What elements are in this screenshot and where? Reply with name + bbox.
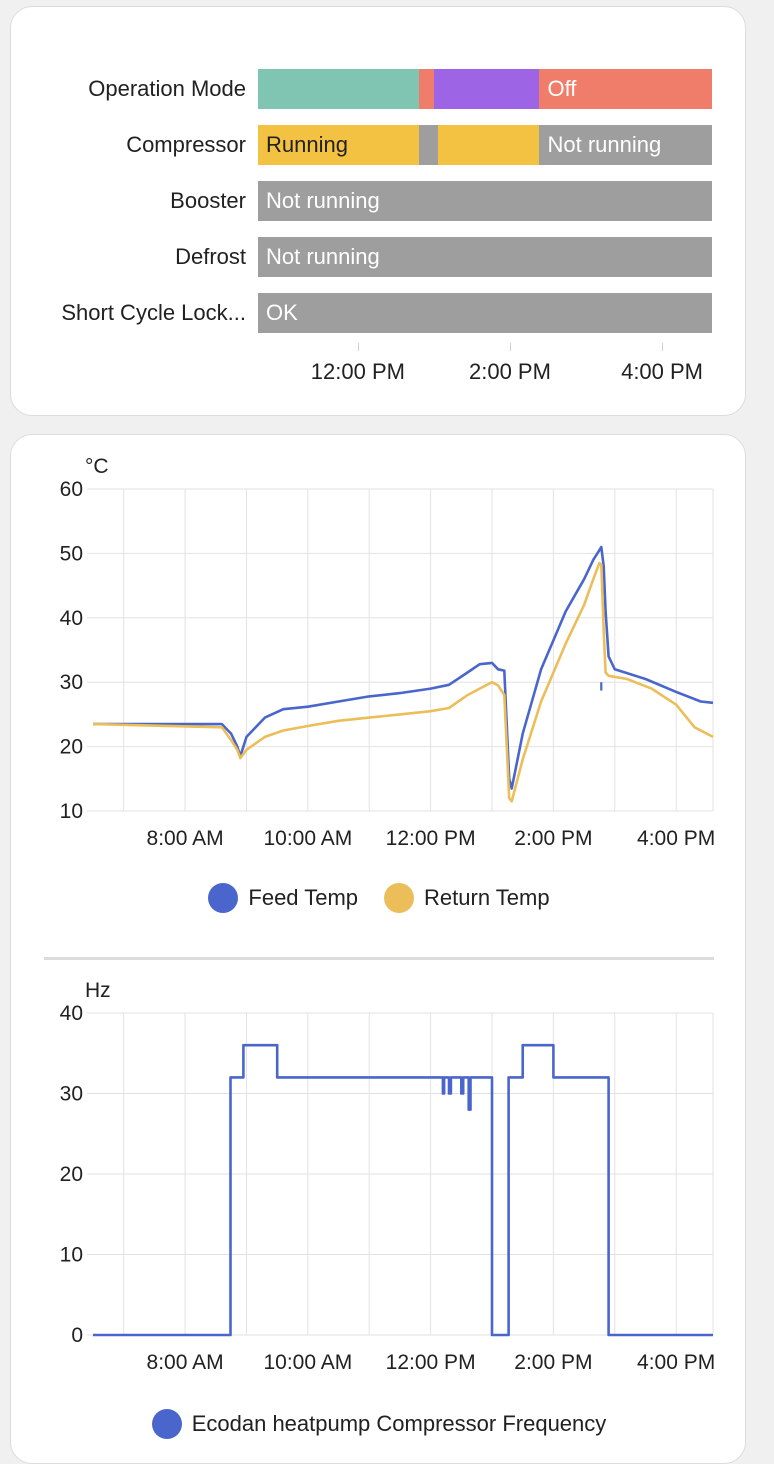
timeline-segment[interactable]: OK [258,293,712,333]
timeline-bar-compressor[interactable]: Running Not running [258,125,712,165]
y-tick-label: 20 [60,736,83,759]
series-line-return-temp[interactable] [92,561,714,803]
timeline-bar-short-cycle-lock[interactable]: OK [258,293,712,333]
timeline-segment[interactable] [419,69,434,109]
timeline-segment[interactable]: Not running [539,125,712,165]
x-tick-label: 2:00 PM [514,1351,592,1374]
timeline-segment[interactable]: Not running [258,237,712,277]
y-tick-label: 30 [60,1083,83,1106]
feed-temp-legend-label: Feed Temp [248,885,359,910]
y-axis-unit-label: °C [85,455,109,478]
x-tick-label: 4:00 PM [637,827,715,850]
y-tick-label: 0 [71,1324,83,1347]
timeline-bar-operation-mode[interactable]: Off [258,69,712,109]
grid: 10 20 30 40 50 60 8:00 AM 10:00 AM 12:00 PM 2:00 … [60,478,716,850]
chart-divider [44,957,714,960]
return-temp-legend-dot [384,883,415,913]
timeline-label-short-cycle-lock: Short Cycle Lock... [61,300,246,325]
timeline-label-operation-mode: Operation Mode [88,76,246,101]
timeline-segment[interactable]: Off [539,69,712,109]
timeline-card: Operation Mode Off Compressor Running Not ru… [10,6,746,416]
legend-feed-temp[interactable]: Feed Temp [208,883,358,913]
timeline-segment[interactable] [438,125,540,165]
y-tick-label: 60 [60,478,83,501]
timeline-tick-label: 4:00 PM [621,359,704,384]
timeline-tick-mark [662,343,664,351]
y-tick-label: 40 [60,1002,83,1025]
x-tick-label: 2:00 PM [514,827,592,850]
y-tick-label: 10 [60,800,83,823]
charts-card: 10 20 30 40 50 60 8:00 AM 10:00 AM 12:00 PM 2:00 … [10,434,746,1464]
timeline-bar-defrost[interactable]: Not running [258,237,712,277]
series-line-feed-temp[interactable] [93,545,714,790]
timeline-segment[interactable] [419,125,439,165]
timeline-label-booster: Booster [170,188,246,213]
frequency-legend: Ecodan heatpump Compressor Frequency [11,1409,747,1439]
temperature-chart[interactable]: 10 20 30 40 50 60 8:00 AM 10:00 AM 12:00 PM 2:00 … [11,435,747,865]
y-tick-label: 50 [60,542,83,565]
timeline-segment-label: Off [547,76,577,101]
x-tick-label: 8:00 AM [147,827,224,850]
timeline-segment[interactable] [258,69,420,109]
series-line-ecodan-heatpump-compressor-frequency[interactable] [93,1043,713,1337]
compressor-frequency-chart[interactable]: 0 10 20 30 40 8:00 AM 10:00 AM 12:00 PM 2:00 PM 4… [11,965,747,1405]
timeline-label-defrost: Defrost [175,244,246,269]
timeline-segment-label: Not running [266,244,380,269]
y-tick-label: 40 [60,607,83,630]
y-tick-label: 30 [60,671,83,694]
grid: 0 10 20 30 40 8:00 AM 10:00 AM 12:00 PM 2:00 PM 4… [60,1002,716,1374]
timeline-segment-label: Not running [266,188,380,213]
y-axis-unit-label: Hz [85,979,111,1002]
timeline-tick-mark [509,343,511,351]
x-tick-label: 10:00 AM [263,1351,352,1374]
timeline-segment-label: Running [266,132,348,157]
feed-temp-legend-dot [208,883,239,913]
timeline-segment-label: OK [266,300,298,325]
x-tick-label: 12:00 PM [386,1351,476,1374]
timeline-bar-booster[interactable]: Not running [258,181,712,221]
compressor-frequency-legend-label: Ecodan heatpump Compressor Frequency [191,1411,607,1436]
timeline-segment[interactable] [433,69,540,109]
y-tick-label: 20 [60,1163,83,1186]
x-tick-label: 12:00 PM [386,827,476,850]
x-tick-label: 8:00 AM [147,1351,224,1374]
y-tick-label: 10 [60,1244,83,1267]
timeline-segment[interactable]: Running [258,125,420,165]
timeline-segment[interactable]: Not running [258,181,712,221]
legend-return-temp[interactable]: Return Temp [384,883,550,913]
legend-compressor-frequency[interactable]: Ecodan heatpump Compressor Frequency [151,1409,607,1439]
compressor-frequency-legend-dot [151,1409,182,1439]
temperature-legend: Feed Temp Return Temp [11,883,747,913]
timeline-tick-label: 2:00 PM [469,359,551,384]
timeline-tick-mark [357,343,359,351]
x-tick-label: 4:00 PM [637,1351,715,1374]
timeline-segment-label: Not running [547,132,662,157]
timeline-label-compressor: Compressor [126,132,246,157]
x-tick-label: 10:00 AM [263,827,352,850]
timeline-tick-label: 12:00 PM [310,359,405,384]
return-temp-legend-label: Return Temp [424,885,550,910]
